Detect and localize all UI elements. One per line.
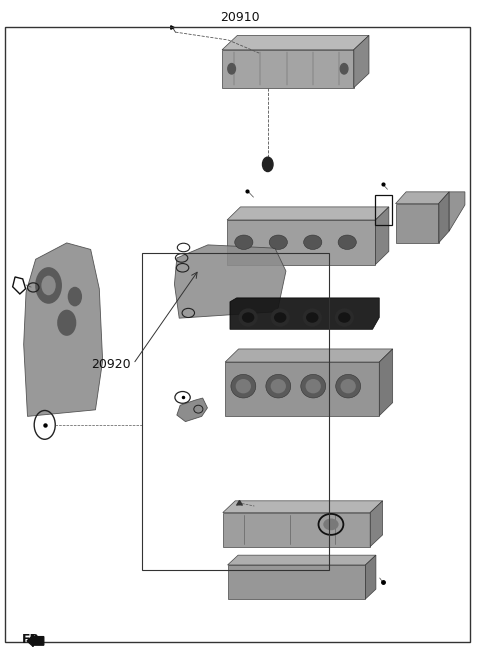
Polygon shape [396, 192, 449, 203]
Polygon shape [228, 565, 365, 599]
Ellipse shape [304, 235, 322, 249]
Circle shape [228, 64, 236, 74]
Polygon shape [174, 245, 286, 318]
FancyArrow shape [27, 636, 44, 646]
Ellipse shape [269, 235, 288, 249]
Ellipse shape [340, 379, 356, 394]
Polygon shape [396, 203, 439, 243]
Ellipse shape [306, 379, 321, 394]
Ellipse shape [306, 312, 319, 323]
Ellipse shape [271, 308, 290, 327]
Circle shape [68, 287, 82, 306]
Polygon shape [228, 555, 376, 565]
Ellipse shape [235, 235, 253, 249]
Polygon shape [225, 349, 393, 362]
Polygon shape [225, 362, 379, 416]
Polygon shape [223, 512, 370, 546]
Ellipse shape [336, 375, 360, 398]
Circle shape [57, 310, 76, 336]
Polygon shape [449, 192, 465, 231]
Ellipse shape [303, 308, 322, 327]
Polygon shape [354, 35, 369, 88]
Text: FR.: FR. [22, 633, 45, 646]
Polygon shape [439, 192, 449, 243]
Polygon shape [227, 220, 375, 264]
Ellipse shape [266, 375, 291, 398]
Ellipse shape [338, 235, 356, 249]
Ellipse shape [338, 312, 350, 323]
Polygon shape [227, 207, 389, 220]
Ellipse shape [274, 312, 287, 323]
Polygon shape [24, 243, 103, 417]
Circle shape [263, 157, 273, 172]
Circle shape [340, 64, 348, 74]
Ellipse shape [301, 375, 325, 398]
Ellipse shape [231, 375, 256, 398]
Polygon shape [379, 349, 393, 416]
Circle shape [35, 267, 62, 304]
Polygon shape [222, 35, 369, 50]
Circle shape [41, 276, 56, 295]
Text: 20920: 20920 [91, 358, 131, 371]
Polygon shape [375, 207, 389, 264]
Polygon shape [370, 501, 383, 546]
Ellipse shape [335, 308, 354, 327]
Polygon shape [177, 398, 207, 422]
Polygon shape [222, 50, 354, 88]
Ellipse shape [239, 308, 258, 327]
Polygon shape [223, 501, 383, 512]
Ellipse shape [271, 379, 286, 394]
Ellipse shape [323, 518, 338, 530]
Bar [142, 253, 328, 570]
Text: 20910: 20910 [220, 10, 260, 24]
Polygon shape [230, 298, 379, 329]
Ellipse shape [242, 312, 254, 323]
Ellipse shape [236, 379, 251, 394]
Polygon shape [365, 555, 376, 599]
